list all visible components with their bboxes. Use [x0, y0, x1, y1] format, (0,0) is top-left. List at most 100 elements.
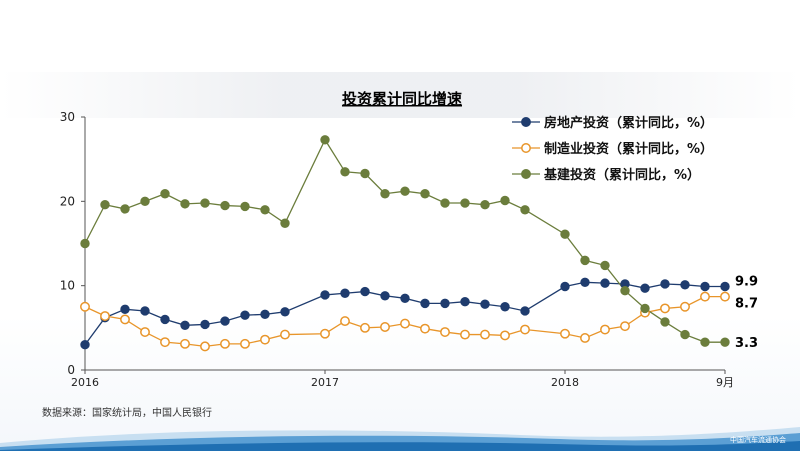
x-tick-label: 2016 — [71, 376, 99, 389]
infrastructure-data-point — [600, 260, 610, 271]
manufacturing-data-point — [260, 334, 270, 345]
y-tick-label: 20 — [60, 194, 75, 208]
infrastructure-data-point — [420, 189, 430, 199]
real_estate-data-point — [720, 281, 730, 292]
real_estate-data-point — [480, 299, 490, 309]
manufacturing-data-point — [180, 338, 190, 349]
real_estate-data-point — [80, 340, 90, 350]
x-tick-label: 9月 — [716, 376, 734, 389]
manufacturing-legend-label: 制造业投资（累计同比，%） — [544, 141, 713, 157]
y-tick-label: 30 — [60, 110, 75, 124]
manufacturing-data-point — [80, 301, 90, 312]
infrastructure-data-point — [380, 189, 390, 199]
infrastructure-data-point — [660, 317, 670, 327]
infrastructure-data-point — [460, 198, 470, 208]
manufacturing-data-point — [140, 327, 150, 337]
infrastructure-data-point — [580, 255, 590, 266]
manufacturing-data-point — [700, 291, 710, 302]
infrastructure-data-point — [680, 329, 690, 340]
real_estate-data-point — [360, 286, 370, 297]
manufacturing-data-point — [680, 301, 690, 312]
real_estate-data-point — [560, 281, 570, 292]
real_estate-legend-label: 房地产投资（累计同比，%） — [544, 115, 713, 131]
series-points — [80, 135, 730, 352]
manufacturing-data-point — [500, 330, 510, 341]
infrastructure-data-point — [260, 205, 270, 215]
infrastructure-data-point — [140, 196, 150, 207]
real_estate-data-point — [120, 304, 130, 314]
manufacturing-data-point — [480, 329, 490, 340]
manufacturing-data-point — [520, 324, 530, 335]
real_estate-data-point — [660, 279, 670, 289]
real_estate-data-point — [280, 307, 290, 317]
real_estate-data-point — [260, 309, 270, 320]
x-tick-label: 2017 — [311, 376, 339, 389]
real_estate-data-point — [520, 306, 530, 316]
infrastructure-data-point — [440, 198, 450, 208]
infrastructure-data-point — [500, 195, 510, 206]
real_estate-data-point — [200, 319, 210, 330]
real_estate-data-point — [600, 278, 610, 288]
infrastructure-data-point — [700, 337, 710, 347]
manufacturing-data-point — [600, 324, 610, 335]
x-tick-label: 2018 — [551, 376, 579, 389]
real_estate-end-label: 9.9 — [735, 275, 758, 290]
manufacturing-data-point — [320, 328, 330, 339]
real_estate-data-point — [420, 298, 430, 309]
infrastructure-data-point — [160, 189, 170, 199]
infrastructure-data-point — [180, 199, 190, 209]
manufacturing-data-point — [240, 338, 250, 349]
real_estate-data-point — [400, 293, 410, 304]
real_estate-data-point — [380, 291, 390, 301]
real_estate-legend-marker — [521, 117, 531, 127]
manufacturing-legend-marker — [521, 143, 531, 153]
chart-axes: 0 10 20 30 2016 2017 2018 9月 — [60, 110, 734, 389]
manufacturing-data-point — [200, 341, 210, 352]
chart-title: 投资累计同比增速 — [342, 90, 462, 108]
infrastructure-data-point — [560, 229, 570, 239]
infrastructure-data-point — [80, 238, 90, 249]
manufacturing-data-point — [720, 291, 730, 302]
real_estate-data-point — [680, 280, 690, 290]
infrastructure-data-point — [200, 198, 210, 208]
manufacturing-data-point — [560, 328, 570, 339]
real_estate-data-point — [220, 316, 230, 326]
infrastructure-data-point — [120, 204, 130, 214]
manufacturing-data-point — [220, 338, 230, 349]
real_estate-data-point — [240, 310, 250, 320]
infrastructure-data-point — [720, 337, 730, 347]
source-note: 数据来源：国家统计局，中国人民银行 — [42, 408, 212, 419]
y-tick-label: 10 — [60, 279, 75, 293]
infrastructure-end-label: 3.3 — [735, 336, 758, 351]
real_estate-data-point — [640, 283, 650, 293]
manufacturing-data-point — [280, 329, 290, 340]
manufacturing-data-point — [100, 311, 110, 321]
manufacturing-data-point — [120, 314, 130, 325]
real_estate-data-point — [140, 306, 150, 316]
manufacturing-data-point — [360, 322, 370, 333]
manufacturing-data-point — [660, 303, 670, 314]
real_estate-data-point — [440, 298, 450, 309]
real_estate-data-point — [320, 290, 330, 300]
manufacturing-data-point — [160, 337, 170, 348]
infrastructure-data-point — [400, 186, 410, 196]
manufacturing-data-point — [580, 333, 590, 343]
footer-logo: 中国汽车流通协会 — [730, 436, 786, 444]
infrastructure-data-point — [340, 167, 350, 177]
manufacturing-data-point — [400, 318, 410, 329]
infrastructure-data-point — [100, 200, 110, 210]
infrastructure-data-point — [220, 200, 230, 211]
y-tick-label: 0 — [67, 363, 75, 377]
real_estate-data-point — [160, 314, 170, 325]
real_estate-data-point — [500, 302, 510, 312]
manufacturing-data-point — [620, 321, 630, 332]
manufacturing-end-label: 8.7 — [735, 297, 758, 312]
infrastructure-legend-marker — [521, 169, 531, 179]
manufacturing-data-point — [440, 327, 450, 337]
infrastructure-data-point — [480, 200, 490, 210]
infrastructure-data-point — [520, 205, 530, 215]
real_estate-data-point — [340, 288, 350, 298]
infrastructure-data-point — [280, 218, 290, 228]
real_estate-data-point — [700, 281, 710, 292]
